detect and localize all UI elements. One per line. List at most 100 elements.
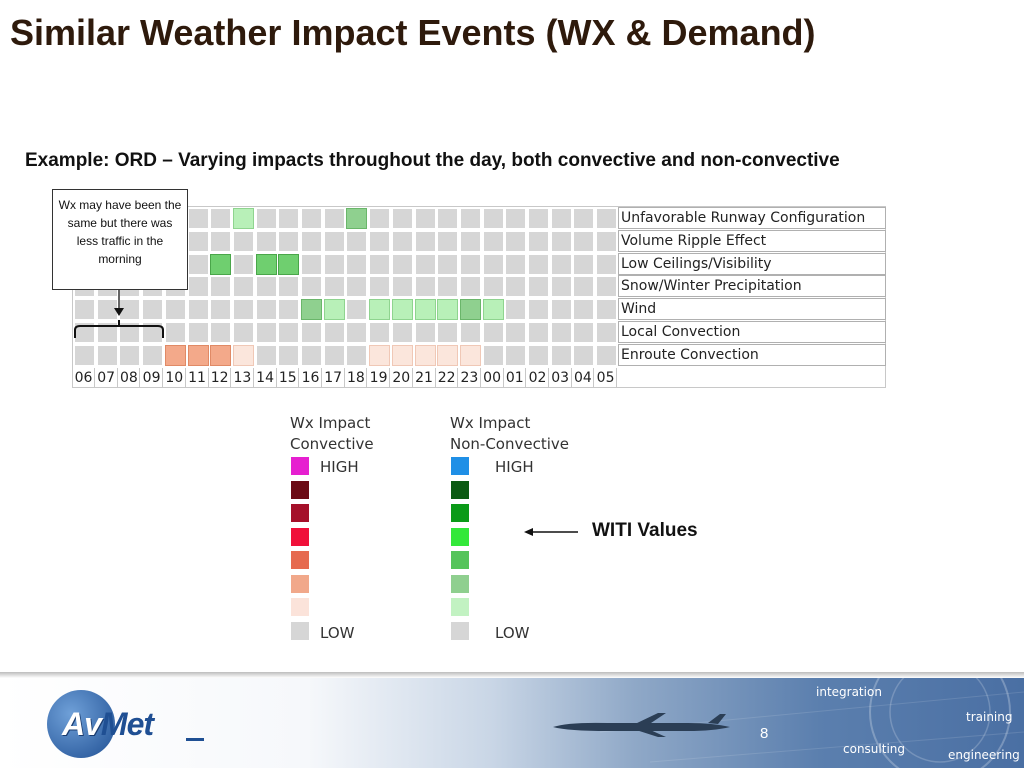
grid-cell [323,208,345,229]
grid-cell [391,344,413,366]
grid-cell [369,344,391,366]
hour-label: 22 [436,368,459,388]
legend-swatch [450,479,470,500]
grid-cell [391,276,413,298]
grid-cell [596,299,618,321]
grid-cell [301,344,322,366]
legend-swatch [450,597,470,617]
grid-cell [255,230,277,252]
grid-cell [278,299,300,321]
legend-nonconvective-title-1: Wx Impact [450,414,531,432]
grid-cell [255,208,277,229]
legend-swatch [450,573,470,594]
grid-cell [414,276,436,298]
grid-cell [323,230,345,252]
grid-cell [119,322,141,343]
grid-cell [482,276,504,298]
hour-label: 07 [96,368,118,388]
grid-cell [550,344,572,366]
row-label: Snow/Winter Precipitation [618,275,886,298]
morning-traffic-callout: Wx may have been the same but there was … [52,189,188,290]
logo-underline [186,738,204,741]
witi-arrow-icon [524,528,578,536]
hour-label: 09 [141,368,164,388]
grid-cell [210,253,232,275]
grid-cell [459,208,481,229]
grid-cell [505,344,527,366]
grid-cell [369,230,391,252]
grid-cell [596,276,618,298]
grid-cell [232,322,254,343]
hour-label: 10 [164,368,186,388]
grid-cell [391,299,413,321]
grid-cell [414,230,436,252]
grid-cell [573,253,595,275]
footer-tag-training: training [966,710,1013,724]
grid-cell [573,230,595,252]
hour-label: 01 [504,368,527,388]
grid-cell [528,344,549,366]
legend-convective-low: LOW [320,624,355,642]
grid-cell [142,344,164,366]
grid-cell [210,208,232,229]
grid-cell [437,299,459,321]
grid-cell [74,299,95,321]
legend-convective-high: HIGH [320,458,359,476]
grid-cell [232,208,254,229]
row-label: Unfavorable Runway Configuration [618,207,886,229]
grid-cell [232,253,254,275]
grid-cell [346,230,368,252]
avmet-logo-icon [47,690,115,758]
grid-cell [323,322,345,343]
legend-swatch [290,597,310,617]
legend-nonconvective-title-2: Non-Convective [450,435,569,453]
footer-banner [0,672,1024,768]
grid-cell [119,344,141,366]
grid-cell [482,344,504,366]
grid-cell [301,322,322,343]
grid-cell [323,299,345,321]
grid-cell [414,344,436,366]
grid-cell [187,299,209,321]
legend-convective-title-2: Convective [290,435,374,453]
grid-cell [369,208,391,229]
row-label: Local Convection [618,321,886,343]
grid-cell [573,322,595,343]
hour-label: 14 [255,368,277,388]
legend-swatch [450,620,470,641]
grid-cell [346,299,368,321]
hour-label: 03 [550,368,572,388]
footer-tag-consulting: consulting [843,742,905,756]
grid-cell [596,344,618,366]
grid-cell [528,276,549,298]
grid-cell [346,322,368,343]
grid-cell [187,344,209,366]
legend-swatch [450,503,470,523]
grid-cell [346,276,368,298]
hour-label: 04 [572,368,595,388]
legend-swatch [290,620,310,641]
grid-cell [210,230,232,252]
grid-cell [391,230,413,252]
hour-label: 11 [187,368,209,388]
grid-cell [301,299,322,321]
grid-cell [96,344,118,366]
logo-met: Met [100,706,154,742]
grid-cell [505,230,527,252]
hour-label: 02 [527,368,549,388]
grid-cell [505,208,527,229]
grid-cell [437,276,459,298]
grid-cell [596,322,618,343]
grid-cell [528,299,549,321]
grid-cell [505,299,527,321]
grid-cell [414,253,436,275]
row-label: Low Ceilings/Visibility [618,252,886,275]
grid-cell [301,276,322,298]
grid-cell [573,344,595,366]
grid-cell [301,230,322,252]
grid-cell [164,299,186,321]
grid-cell [164,322,186,343]
hour-label: 21 [414,368,436,388]
grid-cell [414,299,436,321]
grid-cell [232,230,254,252]
